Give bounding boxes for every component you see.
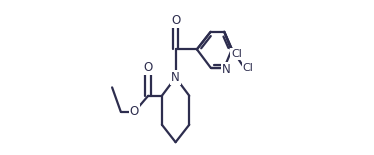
Text: O: O <box>171 14 180 27</box>
Text: Cl: Cl <box>242 63 253 73</box>
Text: N: N <box>171 71 180 84</box>
Text: Cl: Cl <box>231 49 242 59</box>
Text: O: O <box>144 61 153 74</box>
Text: O: O <box>130 105 139 118</box>
Text: N: N <box>222 63 230 76</box>
